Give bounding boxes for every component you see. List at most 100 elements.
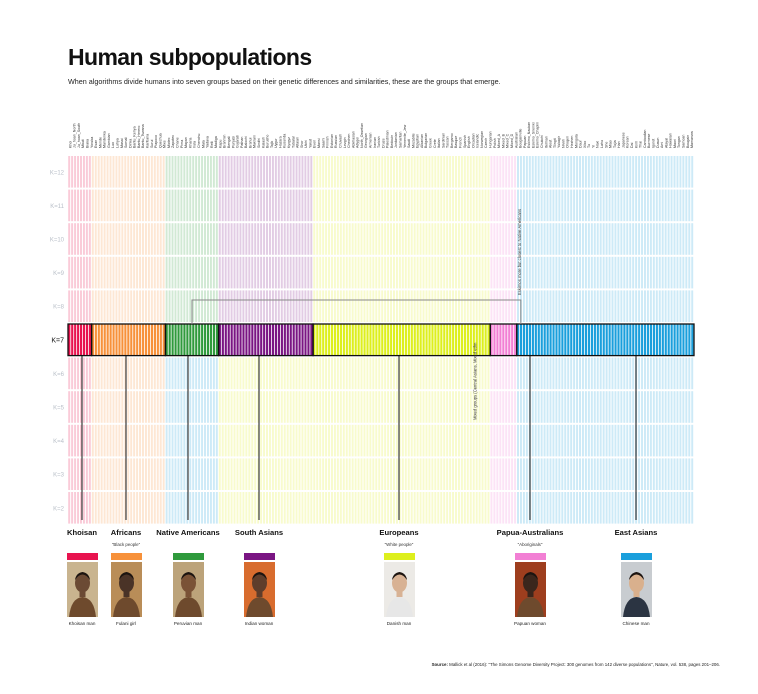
k-row-bar [109,424,112,457]
k-row-bar [404,492,407,524]
k-row-bar [652,391,655,423]
k-row-bar [558,156,561,188]
k-row-bar [103,256,106,289]
population-label: Russian [334,135,338,148]
admixture-bar [419,324,422,356]
admixture-bar [322,324,325,356]
k-row-bar [387,357,390,390]
k-row-bar [537,357,540,390]
k-row-bar [390,357,393,390]
k-row-bar [147,357,150,390]
k-row-bar [522,492,525,524]
k-row-bar [384,290,387,322]
k-row-bar [292,424,295,457]
k-row-bar [319,391,322,423]
k-row-bar [369,357,372,390]
eskimo-annotation: Eskimos more but closest to Native Ameri… [517,209,522,295]
k-row-bar [664,424,667,457]
k-row-bar [251,458,254,490]
k-row-bar [655,458,658,490]
k-row-bar [579,424,581,457]
k-row-bar [295,256,298,289]
admixture-bar [652,324,656,356]
admixture-bar [393,324,396,356]
k-row-bar [68,357,71,390]
k-row-bar [331,156,333,188]
k-row-bar [206,492,209,524]
k-row-bar [77,156,80,188]
k-row-bar [676,424,679,457]
k-row-bar [198,458,201,490]
k-row-bar [274,357,277,390]
k-row-bar [649,424,652,457]
k-row-bar [251,357,254,390]
k-row-bar [558,223,561,255]
k-row-bar [617,256,620,289]
k-row-bar [106,189,109,222]
k-row-bar [168,156,171,188]
k-row-bar [100,391,103,423]
k-row-bar [670,391,673,423]
k-row-bar [204,458,206,490]
k-row-bar [215,189,218,222]
k-row-bar [233,223,236,255]
k-row-bar [644,391,646,423]
k-row-bar [97,223,100,255]
k-row-bar [661,156,664,188]
k-row-bar [271,492,274,524]
k-row-bar [85,223,88,255]
admixture-bar [100,324,103,356]
k-row-bar [136,458,139,490]
admixture-bar [581,324,585,356]
k-row-bar [514,223,517,255]
k-row-bar [121,256,124,289]
k-row-bar [118,424,121,457]
k-row-bar [174,256,177,289]
k-row-bar [475,458,478,490]
k-row-bar [268,458,271,490]
k-row-bar [638,189,641,222]
population-label: Luhya [116,138,120,148]
k-row-bar [298,223,301,255]
k-row-bar [118,458,121,490]
k-row-bar [378,492,381,524]
k-row-bar [224,256,227,289]
k-row-bar [667,391,670,423]
k-row-bar [514,357,517,390]
k-row-bar [189,223,192,255]
k-row-bar [478,458,481,490]
k-row-bar [564,424,567,457]
k-row-bar [313,223,316,255]
k-row-bar [186,223,189,255]
k-row-bar [608,458,611,490]
admixture-bar [531,324,534,356]
k-row-bar [280,189,283,222]
k-row-bar [183,391,186,423]
k-row-bar [204,189,206,222]
k-row-bar [496,256,499,289]
k-row-bar [283,424,286,457]
k-row-bar [156,223,159,255]
admixture-bar [446,324,449,356]
k-row-bar [289,156,292,188]
k-row-bar [206,223,209,255]
admixture-bar [484,324,487,356]
k-row-bar [85,492,88,524]
k-row-bar [614,290,617,322]
k-row-bar [215,357,218,390]
k-row-bar [469,223,472,255]
k-row-bar [277,391,280,423]
k-row-bar [221,424,224,457]
k-row-bar [260,424,263,457]
k-row-bar [177,256,180,289]
k-row-bar [514,256,517,289]
k-row-bar [204,357,206,390]
k-row-bar [295,492,298,524]
k-row-bar [691,256,694,289]
k-row-bar [410,424,413,457]
k-row-bar [555,223,558,255]
admixture-bar [381,324,384,356]
k-row-bar [407,290,410,322]
k-row-bar [679,458,682,490]
k-row-bar [469,256,472,289]
